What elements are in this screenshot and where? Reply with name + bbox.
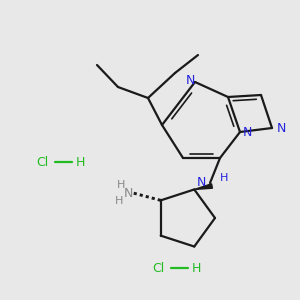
Text: H: H xyxy=(191,262,201,275)
Text: H: H xyxy=(116,180,125,190)
Text: Cl: Cl xyxy=(36,155,48,169)
Text: H: H xyxy=(75,155,85,169)
Text: N: N xyxy=(196,176,206,190)
Text: H: H xyxy=(115,196,123,206)
Polygon shape xyxy=(194,184,212,190)
Text: N: N xyxy=(185,74,195,86)
Text: N: N xyxy=(277,122,286,134)
Text: Cl: Cl xyxy=(152,262,164,275)
Text: H: H xyxy=(220,173,228,183)
Text: N: N xyxy=(124,187,134,200)
Text: N: N xyxy=(243,125,252,139)
